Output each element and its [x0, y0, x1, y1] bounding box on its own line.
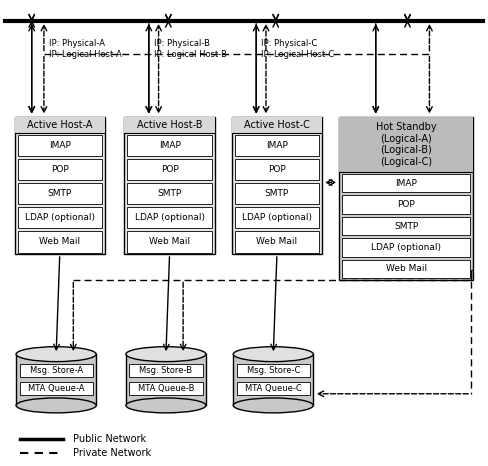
- Ellipse shape: [233, 398, 313, 413]
- Bar: [235, 135, 319, 156]
- Bar: [129, 382, 203, 395]
- Bar: [15, 116, 105, 133]
- Bar: [127, 207, 212, 228]
- Text: Msg. Store-B: Msg. Store-B: [140, 366, 192, 376]
- Text: Active Host-A: Active Host-A: [27, 120, 93, 130]
- Bar: [342, 195, 470, 214]
- Text: Msg. Store-A: Msg. Store-A: [30, 366, 82, 376]
- Bar: [126, 354, 206, 405]
- Text: IP: Physical-B
IP: Logical Host-B: IP: Physical-B IP: Logical Host-B: [154, 39, 226, 59]
- Bar: [18, 231, 102, 253]
- Text: POP: POP: [161, 165, 179, 174]
- Text: MTA Queue-A: MTA Queue-A: [28, 384, 84, 393]
- Text: LDAP (optional): LDAP (optional): [25, 213, 95, 222]
- Bar: [235, 207, 319, 228]
- Text: IMAP: IMAP: [395, 178, 417, 188]
- Text: Web Mail: Web Mail: [386, 264, 427, 274]
- Text: Public Network: Public Network: [73, 434, 146, 444]
- Text: Hot Standby
(Logical-A)
(Logical-B)
(Logical-C): Hot Standby (Logical-A) (Logical-B) (Log…: [376, 122, 437, 167]
- Bar: [237, 364, 310, 377]
- Ellipse shape: [16, 347, 96, 362]
- Text: POP: POP: [268, 165, 286, 174]
- Bar: [18, 207, 102, 228]
- Text: POP: POP: [397, 200, 415, 209]
- Text: Private Network: Private Network: [73, 448, 151, 458]
- Text: Active Host-C: Active Host-C: [244, 120, 310, 130]
- Bar: [18, 159, 102, 180]
- Text: LDAP (optional): LDAP (optional): [371, 243, 441, 252]
- Bar: [15, 116, 105, 254]
- Bar: [127, 231, 212, 253]
- Bar: [235, 183, 319, 204]
- Text: MTA Queue-C: MTA Queue-C: [245, 384, 302, 393]
- Bar: [20, 382, 93, 395]
- Bar: [127, 183, 212, 204]
- Text: LDAP (optional): LDAP (optional): [135, 213, 204, 222]
- Ellipse shape: [126, 347, 206, 362]
- Bar: [20, 364, 93, 377]
- Bar: [127, 135, 212, 156]
- Text: SMTP: SMTP: [394, 221, 418, 231]
- Bar: [18, 183, 102, 204]
- Bar: [235, 159, 319, 180]
- Bar: [232, 116, 322, 254]
- Bar: [237, 382, 310, 395]
- Bar: [16, 354, 96, 405]
- Bar: [232, 116, 322, 133]
- Bar: [339, 116, 473, 172]
- Text: SMTP: SMTP: [48, 189, 72, 198]
- Ellipse shape: [233, 347, 313, 362]
- Bar: [18, 135, 102, 156]
- Text: IP: Physical-C
IP: Logical Host-C: IP: Physical-C IP: Logical Host-C: [261, 39, 334, 59]
- Text: IMAP: IMAP: [159, 141, 181, 150]
- Text: IP: Physical-A
IP: Logical Host-A: IP: Physical-A IP: Logical Host-A: [49, 39, 122, 59]
- Bar: [342, 238, 470, 257]
- Ellipse shape: [126, 398, 206, 413]
- Text: POP: POP: [51, 165, 69, 174]
- Text: SMTP: SMTP: [158, 189, 182, 198]
- Bar: [342, 217, 470, 235]
- Text: Web Mail: Web Mail: [39, 237, 81, 247]
- Bar: [342, 260, 470, 278]
- Text: Web Mail: Web Mail: [256, 237, 298, 247]
- Bar: [233, 354, 313, 405]
- Text: SMTP: SMTP: [265, 189, 289, 198]
- Bar: [124, 116, 215, 254]
- Text: Active Host-B: Active Host-B: [137, 120, 203, 130]
- Bar: [342, 174, 470, 192]
- Text: LDAP (optional): LDAP (optional): [242, 213, 312, 222]
- Text: IMAP: IMAP: [49, 141, 71, 150]
- Bar: [339, 116, 473, 280]
- Bar: [124, 116, 215, 133]
- Text: Msg. Store-C: Msg. Store-C: [246, 366, 300, 376]
- Bar: [235, 231, 319, 253]
- Text: MTA Queue-B: MTA Queue-B: [138, 384, 194, 393]
- Bar: [127, 159, 212, 180]
- Text: IMAP: IMAP: [266, 141, 288, 150]
- Bar: [129, 364, 203, 377]
- Ellipse shape: [16, 398, 96, 413]
- Text: Web Mail: Web Mail: [149, 237, 190, 247]
